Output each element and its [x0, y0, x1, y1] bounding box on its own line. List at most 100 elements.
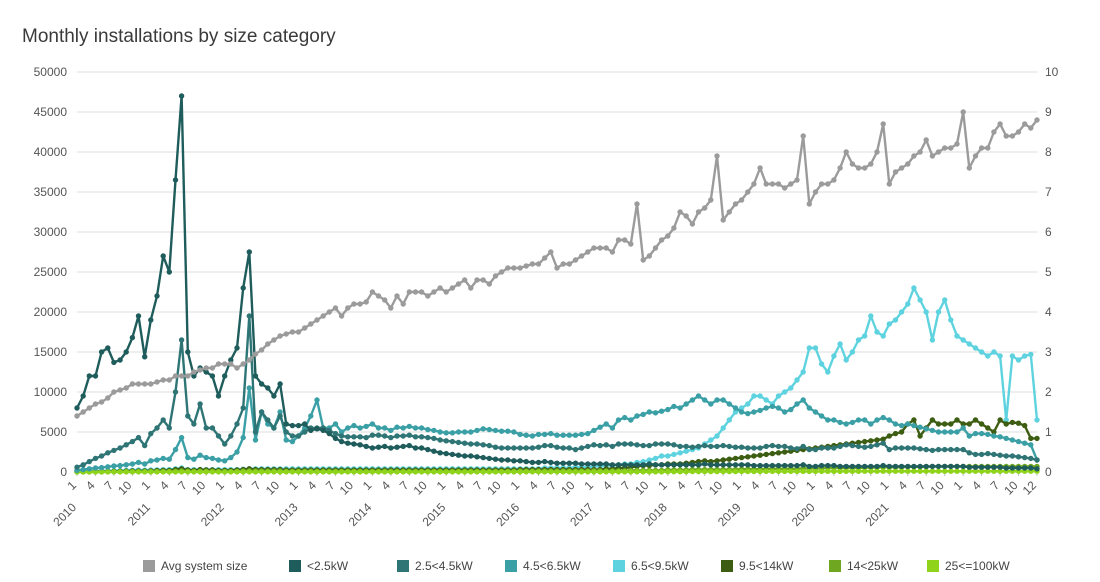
data-point	[86, 458, 93, 465]
data-point	[720, 462, 726, 468]
data-point	[948, 429, 954, 435]
data-point	[874, 329, 880, 335]
data-point	[948, 446, 954, 453]
data-point	[942, 145, 948, 151]
y-left-tick-label: 40000	[34, 145, 68, 159]
data-point	[283, 437, 289, 443]
data-point	[302, 421, 308, 427]
data-point	[800, 468, 806, 475]
data-point	[782, 389, 788, 395]
data-point	[554, 265, 560, 271]
x-tick-label: 10	[263, 478, 283, 498]
data-point	[308, 469, 314, 475]
data-point	[191, 373, 197, 379]
data-point	[554, 432, 560, 438]
data-point	[831, 177, 837, 183]
y-left-tick-label: 35000	[34, 185, 68, 199]
chart-title: Monthly installations by size category	[22, 26, 336, 47]
data-point	[862, 417, 868, 423]
data-point	[689, 397, 696, 403]
data-point	[474, 441, 480, 447]
data-point	[332, 435, 339, 442]
data-point	[775, 181, 782, 187]
data-point	[597, 442, 603, 449]
data-point	[357, 442, 363, 448]
data-point	[209, 373, 216, 379]
data-point	[991, 468, 997, 474]
data-point	[142, 469, 148, 475]
data-point	[486, 442, 492, 449]
data-point	[843, 421, 849, 427]
data-point	[880, 462, 886, 469]
data-point	[960, 109, 966, 115]
data-point	[868, 313, 874, 319]
data-point	[622, 462, 628, 468]
data-point	[505, 265, 511, 271]
data-point	[265, 385, 271, 391]
data-point	[966, 450, 972, 456]
x-tick-label: 4	[452, 478, 467, 493]
data-point	[745, 462, 751, 468]
data-point	[788, 468, 794, 475]
data-point	[794, 177, 800, 183]
data-point	[843, 149, 849, 155]
data-point	[92, 401, 99, 407]
legend-label: 4.5<6.5kW	[523, 559, 581, 573]
x-tick-label: 1	[434, 478, 449, 493]
data-point	[578, 253, 585, 259]
data-point	[388, 469, 394, 475]
data-point	[462, 277, 468, 283]
data-point	[135, 381, 142, 387]
data-point	[1034, 466, 1040, 472]
data-point	[123, 462, 129, 468]
y-right-tick-label: 10	[1045, 65, 1059, 79]
data-point	[671, 462, 677, 468]
data-point	[991, 129, 997, 135]
x-year-label: 2021	[863, 500, 892, 529]
data-point	[960, 463, 966, 470]
legend-label: 2.5<4.5kW	[415, 559, 473, 573]
data-point	[486, 455, 492, 462]
data-point	[394, 444, 400, 450]
data-point	[942, 463, 948, 470]
data-point	[985, 464, 991, 470]
data-point	[603, 461, 609, 467]
data-point	[800, 133, 806, 139]
data-point	[117, 357, 123, 363]
data-point	[98, 453, 105, 459]
x-tick-label: 1	[64, 478, 79, 493]
data-point	[689, 462, 696, 468]
data-point	[492, 427, 499, 434]
data-point	[185, 413, 191, 419]
data-point	[258, 469, 265, 475]
data-point	[382, 297, 388, 303]
data-point	[929, 427, 936, 434]
y-right-tick-label: 6	[1045, 225, 1052, 239]
data-point	[745, 454, 751, 460]
data-point	[849, 468, 856, 474]
data-point	[308, 321, 314, 327]
data-point	[505, 469, 511, 475]
data-point	[388, 427, 394, 434]
x-tick-label: 4	[304, 478, 319, 493]
data-point	[609, 443, 616, 450]
data-point	[1034, 435, 1040, 442]
x-tick-label: 7	[988, 478, 1003, 493]
data-point	[880, 121, 886, 127]
data-point	[535, 431, 542, 438]
data-point	[905, 301, 911, 307]
data-point	[818, 181, 825, 187]
data-point	[689, 468, 696, 475]
data-point	[154, 425, 160, 431]
data-point	[862, 463, 868, 470]
x-tick-label: 1	[212, 478, 227, 493]
data-point	[425, 469, 431, 475]
data-point	[240, 469, 246, 475]
data-point	[880, 436, 886, 442]
data-point	[480, 469, 486, 475]
data-point	[369, 445, 376, 451]
data-point	[425, 446, 431, 453]
data-point	[720, 217, 726, 223]
data-point	[634, 201, 640, 207]
data-point	[1021, 454, 1028, 461]
